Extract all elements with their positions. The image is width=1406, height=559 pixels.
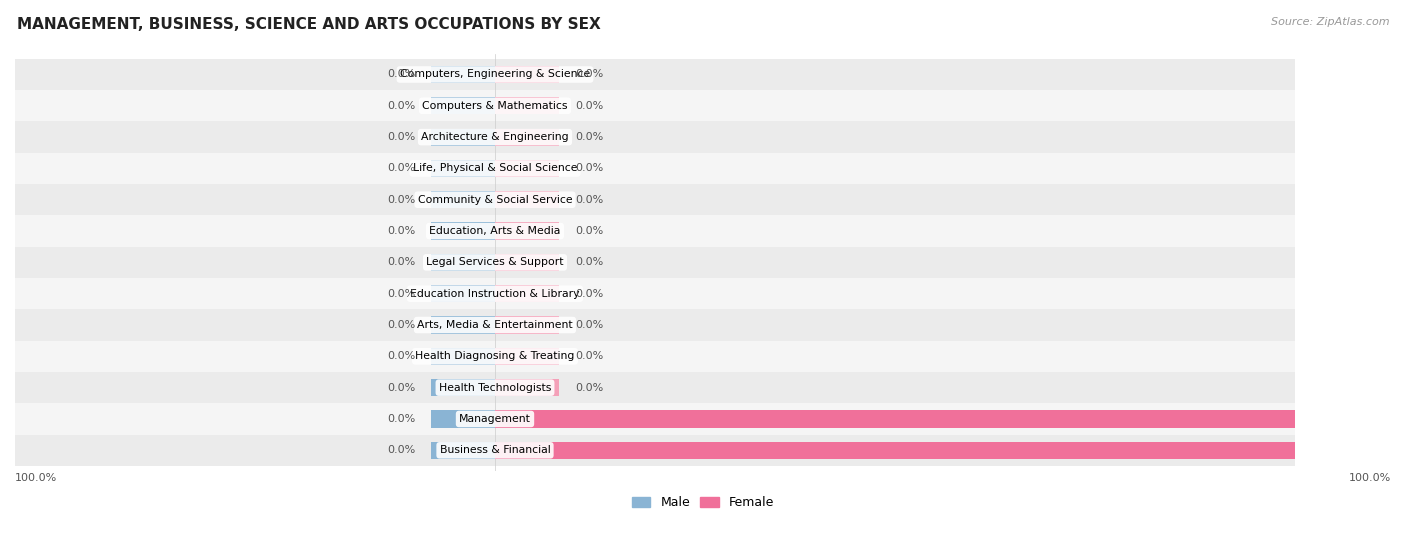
Text: 0.0%: 0.0% (575, 69, 603, 79)
Text: 0.0%: 0.0% (387, 132, 415, 142)
Bar (432, 160, 495, 177)
Bar (495, 442, 1295, 459)
Bar (432, 410, 495, 428)
Bar (495, 379, 560, 396)
Text: 100.0%: 100.0% (1310, 414, 1357, 424)
Bar (432, 379, 495, 396)
Text: 0.0%: 0.0% (575, 195, 603, 205)
Bar (0, 121, 1295, 153)
Bar (495, 129, 560, 146)
Text: Life, Physical & Social Science: Life, Physical & Social Science (413, 163, 578, 173)
Bar (432, 222, 495, 240)
Text: Computers, Engineering & Science: Computers, Engineering & Science (399, 69, 591, 79)
Bar (432, 348, 495, 365)
Text: MANAGEMENT, BUSINESS, SCIENCE AND ARTS OCCUPATIONS BY SEX: MANAGEMENT, BUSINESS, SCIENCE AND ARTS O… (17, 17, 600, 32)
Text: 0.0%: 0.0% (575, 352, 603, 361)
Text: 0.0%: 0.0% (387, 69, 415, 79)
Bar (0, 278, 1295, 309)
Bar (0, 184, 1295, 215)
Bar (0, 340, 1295, 372)
Bar (432, 66, 495, 83)
Bar (495, 410, 1295, 428)
Bar (0, 59, 1295, 90)
Bar (0, 247, 1295, 278)
Text: 0.0%: 0.0% (575, 383, 603, 392)
Text: Health Technologists: Health Technologists (439, 383, 551, 392)
Text: 0.0%: 0.0% (575, 226, 603, 236)
Bar (432, 97, 495, 115)
Bar (495, 316, 560, 334)
Text: Health Diagnosing & Treating: Health Diagnosing & Treating (415, 352, 575, 361)
Bar (0, 90, 1295, 121)
Text: 0.0%: 0.0% (387, 446, 415, 455)
Bar (0, 435, 1295, 466)
Bar (432, 442, 495, 459)
Bar (432, 285, 495, 302)
Text: Architecture & Engineering: Architecture & Engineering (422, 132, 569, 142)
Bar (495, 285, 560, 302)
Text: Education, Arts & Media: Education, Arts & Media (429, 226, 561, 236)
Bar (495, 191, 560, 209)
Bar (495, 160, 560, 177)
Text: Education Instruction & Library: Education Instruction & Library (411, 288, 579, 299)
Bar (495, 97, 560, 115)
Text: 0.0%: 0.0% (387, 352, 415, 361)
Legend: Male, Female: Male, Female (627, 491, 779, 514)
Text: 0.0%: 0.0% (387, 288, 415, 299)
Text: Management: Management (460, 414, 531, 424)
Bar (432, 129, 495, 146)
Text: Source: ZipAtlas.com: Source: ZipAtlas.com (1271, 17, 1389, 27)
Text: 0.0%: 0.0% (387, 414, 415, 424)
Text: 0.0%: 0.0% (575, 101, 603, 111)
Bar (432, 254, 495, 271)
Bar (0, 215, 1295, 247)
Text: 0.0%: 0.0% (387, 163, 415, 173)
Text: Community & Social Service: Community & Social Service (418, 195, 572, 205)
Text: 0.0%: 0.0% (387, 257, 415, 267)
Text: 100.0%: 100.0% (1310, 446, 1357, 455)
Bar (432, 316, 495, 334)
Bar (495, 254, 560, 271)
Text: 100.0%: 100.0% (1348, 473, 1391, 483)
Bar (495, 222, 560, 240)
Text: 100.0%: 100.0% (15, 473, 58, 483)
Text: 0.0%: 0.0% (387, 383, 415, 392)
Bar (0, 372, 1295, 403)
Bar (495, 66, 560, 83)
Text: 0.0%: 0.0% (575, 320, 603, 330)
Text: Business & Financial: Business & Financial (440, 446, 550, 455)
Bar (0, 403, 1295, 435)
Text: Computers & Mathematics: Computers & Mathematics (422, 101, 568, 111)
Text: Legal Services & Support: Legal Services & Support (426, 257, 564, 267)
Bar (0, 153, 1295, 184)
Text: 0.0%: 0.0% (575, 257, 603, 267)
Text: 0.0%: 0.0% (575, 132, 603, 142)
Text: 0.0%: 0.0% (575, 288, 603, 299)
Text: 0.0%: 0.0% (387, 226, 415, 236)
Text: 0.0%: 0.0% (387, 195, 415, 205)
Text: 0.0%: 0.0% (387, 101, 415, 111)
Bar (495, 348, 560, 365)
Bar (0, 309, 1295, 340)
Text: Arts, Media & Entertainment: Arts, Media & Entertainment (418, 320, 572, 330)
Text: 0.0%: 0.0% (575, 163, 603, 173)
Text: 0.0%: 0.0% (387, 320, 415, 330)
Bar (432, 191, 495, 209)
